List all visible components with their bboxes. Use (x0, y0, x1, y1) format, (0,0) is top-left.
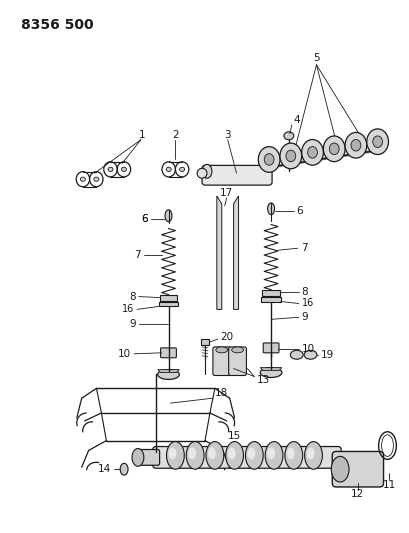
Ellipse shape (247, 448, 255, 459)
Text: 20: 20 (219, 332, 232, 342)
Text: 16: 16 (121, 304, 134, 314)
Text: 8: 8 (301, 287, 308, 297)
Text: 5: 5 (312, 53, 319, 63)
FancyBboxPatch shape (331, 451, 382, 487)
Ellipse shape (186, 442, 204, 469)
Text: 9: 9 (129, 319, 136, 329)
Text: 6: 6 (141, 214, 147, 224)
Ellipse shape (94, 177, 99, 181)
FancyBboxPatch shape (200, 338, 209, 345)
Text: 17: 17 (220, 188, 233, 198)
Text: 16: 16 (301, 298, 313, 309)
Ellipse shape (121, 167, 126, 172)
FancyBboxPatch shape (263, 343, 278, 353)
Text: 1: 1 (139, 130, 145, 140)
Ellipse shape (366, 129, 388, 155)
Ellipse shape (290, 350, 302, 359)
Text: 18: 18 (214, 388, 227, 398)
Ellipse shape (306, 448, 314, 459)
Ellipse shape (188, 448, 196, 459)
FancyBboxPatch shape (136, 449, 159, 465)
Ellipse shape (258, 147, 279, 172)
Text: 7: 7 (134, 250, 141, 260)
Ellipse shape (166, 442, 184, 469)
FancyBboxPatch shape (212, 347, 230, 376)
Ellipse shape (283, 132, 293, 140)
Ellipse shape (179, 167, 184, 172)
Ellipse shape (328, 143, 338, 155)
Polygon shape (260, 368, 281, 370)
Ellipse shape (215, 347, 227, 353)
Polygon shape (233, 196, 238, 310)
Polygon shape (157, 369, 179, 373)
Polygon shape (216, 196, 221, 310)
Ellipse shape (166, 167, 171, 172)
Text: 13: 13 (257, 375, 270, 385)
Ellipse shape (350, 140, 360, 151)
Ellipse shape (157, 369, 179, 379)
Text: 10: 10 (118, 349, 131, 359)
FancyBboxPatch shape (228, 347, 246, 376)
Ellipse shape (301, 140, 323, 165)
Ellipse shape (284, 442, 302, 469)
Ellipse shape (279, 143, 301, 169)
Text: 14: 14 (98, 464, 111, 474)
Ellipse shape (227, 448, 235, 459)
Ellipse shape (303, 350, 316, 359)
Ellipse shape (205, 442, 223, 469)
Ellipse shape (80, 177, 85, 181)
Ellipse shape (168, 448, 176, 459)
Ellipse shape (120, 463, 128, 475)
Ellipse shape (202, 164, 211, 178)
Ellipse shape (267, 203, 274, 215)
Ellipse shape (344, 132, 366, 158)
Text: 6: 6 (141, 214, 147, 224)
Ellipse shape (132, 448, 144, 466)
FancyBboxPatch shape (158, 302, 178, 306)
Ellipse shape (265, 442, 282, 469)
Ellipse shape (260, 368, 281, 377)
Ellipse shape (225, 442, 243, 469)
FancyBboxPatch shape (262, 289, 279, 296)
Ellipse shape (263, 154, 273, 165)
Text: 8356 500: 8356 500 (20, 18, 93, 33)
Ellipse shape (372, 136, 382, 148)
Ellipse shape (307, 147, 317, 158)
Text: 10: 10 (301, 344, 314, 354)
FancyBboxPatch shape (261, 296, 280, 302)
Text: 4: 4 (293, 115, 300, 125)
Ellipse shape (197, 168, 207, 178)
Ellipse shape (285, 150, 295, 161)
Ellipse shape (165, 210, 171, 222)
FancyBboxPatch shape (202, 165, 272, 185)
Text: 11: 11 (382, 480, 395, 490)
Text: 12: 12 (351, 489, 364, 499)
FancyBboxPatch shape (160, 348, 176, 358)
Text: 7: 7 (300, 243, 307, 253)
FancyBboxPatch shape (159, 295, 177, 301)
Text: 6: 6 (296, 206, 303, 216)
Text: 15: 15 (227, 431, 240, 441)
Text: 3: 3 (224, 130, 230, 140)
Ellipse shape (286, 448, 294, 459)
Text: 8: 8 (129, 292, 136, 302)
Ellipse shape (108, 167, 113, 172)
Text: 9: 9 (301, 312, 308, 322)
FancyBboxPatch shape (152, 447, 340, 468)
Text: 19: 19 (319, 350, 333, 360)
Ellipse shape (245, 442, 263, 469)
Ellipse shape (330, 456, 348, 482)
Ellipse shape (231, 347, 243, 353)
Ellipse shape (267, 448, 274, 459)
Ellipse shape (304, 442, 321, 469)
Ellipse shape (207, 448, 215, 459)
Ellipse shape (323, 136, 344, 161)
Text: 2: 2 (172, 130, 178, 140)
